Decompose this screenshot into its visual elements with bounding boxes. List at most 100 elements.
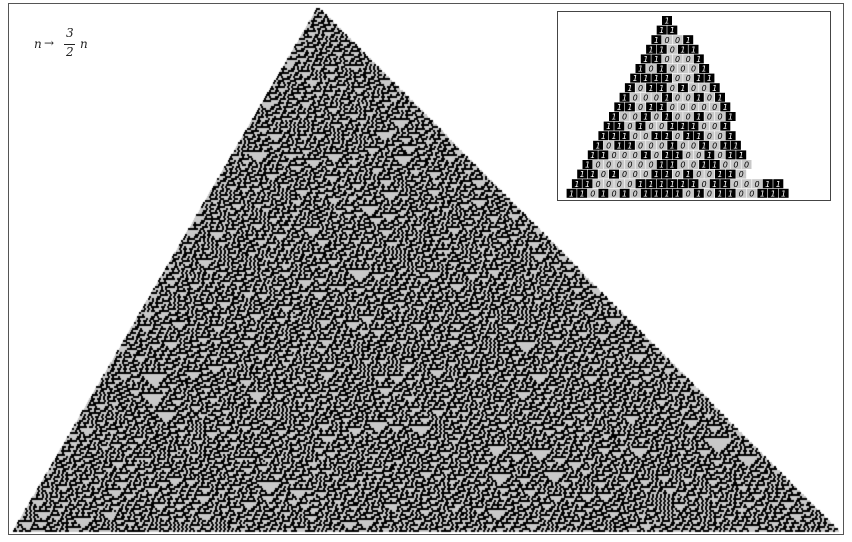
inset-cell [614,102,625,112]
inset-digit: 0 [611,151,616,160]
inset-cell [662,54,672,64]
inset-digit: 0 [707,113,712,122]
inset-cell [640,169,651,179]
inset-digit: 1 [574,180,579,189]
inset-cell [677,44,688,54]
inset-digit: 1 [691,180,696,189]
inset-cell [651,35,662,45]
inset-digit: 0 [638,141,643,150]
inset-cell [757,188,768,198]
inset-cell [667,25,678,35]
inset-cell [704,92,715,102]
inset-cell [593,179,604,189]
inset-cell [683,188,694,198]
inset-cell [603,140,614,150]
inset-digit: 1 [728,113,733,122]
inset-cell [635,83,646,93]
inset-cell [662,16,672,25]
inset-digit: 0 [680,141,685,150]
inset-cell [683,131,694,141]
inset-digit: 0 [654,113,659,122]
inset-digit: 0 [702,180,707,189]
inset-cell [725,169,736,179]
inset-digit: 0 [744,180,749,189]
inset-cell [715,92,725,102]
inset-cell [688,102,699,112]
inset-cell [699,140,710,150]
inset-digit: 1 [717,93,722,102]
inset-cell [736,188,747,198]
inset-cell [709,160,720,169]
inset-digit: 0 [622,151,627,160]
inset-cell [646,179,657,189]
inset-digit: 1 [723,122,728,131]
inset-cell [630,131,641,141]
inset-cell [672,35,683,45]
inset-cell [699,160,710,169]
inset-digit: 0 [707,189,712,198]
inset-digit: 1 [702,161,707,170]
inset-cell [725,131,736,141]
inset-cell [662,35,672,45]
inset-cell [709,83,720,93]
inset-cell [667,179,678,189]
inset-cell [662,112,672,121]
inset-cell [720,121,731,131]
inset-cell [624,83,635,93]
inset-digit: 0 [627,161,632,170]
inset-digit: 0 [691,141,696,150]
inset-digit: 0 [638,103,643,112]
inset-cell [577,188,588,198]
inset-digit: 1 [686,170,691,179]
inset-digit: 0 [712,103,717,112]
inset-cell [773,179,784,189]
inset-digit: 1 [664,93,669,102]
inset-cell [741,160,752,169]
inset-cell [672,92,683,102]
inset-digit: 0 [633,113,638,122]
inset-digit: 0 [633,151,638,160]
inset-cell [683,35,694,45]
inset-cell [651,54,662,64]
inset-digit: 1 [696,189,701,198]
inset-cell [609,188,619,198]
inset-digit: 1 [659,103,664,112]
inset-digit: 0 [643,170,648,179]
inset-digit: 0 [670,45,675,54]
inset-digit: 0 [617,180,622,189]
inset-cell [662,150,672,160]
inset-cell [730,140,741,150]
inset-cell [693,131,704,141]
inset-cell [667,83,678,93]
inset-digit: 0 [670,84,675,93]
inset-cell [651,112,662,121]
inset-digit: 0 [606,141,611,150]
inset-digit: 0 [680,161,685,170]
inset-digit: 1 [590,151,595,160]
inset-digit: 1 [696,93,701,102]
inset-digit: 1 [622,93,627,102]
inset-digit: 0 [691,84,696,93]
inset-digit: 0 [633,189,638,198]
inset-cell [656,83,667,93]
inset-digit: 0 [675,36,680,45]
inset-cell [635,179,646,189]
inset-digit: 0 [659,122,664,131]
inset-cell [720,160,731,169]
inset-cell [672,131,683,141]
inset-digit: 1 [638,122,643,131]
inset-digit: 0 [680,65,685,74]
inset-cell [646,121,657,131]
inset-cell [699,83,710,93]
inset-digit: 0 [659,141,664,150]
inset-digit: 0 [686,93,691,102]
inset-cell [609,131,619,141]
inset-digit: 0 [707,170,712,179]
inset-cell [667,64,678,73]
inset-cell [582,160,593,169]
inset-digit: 0 [643,132,648,141]
inset-cell [672,169,683,179]
inset-cell [619,169,630,179]
formula-denominator: 2 [66,45,74,59]
